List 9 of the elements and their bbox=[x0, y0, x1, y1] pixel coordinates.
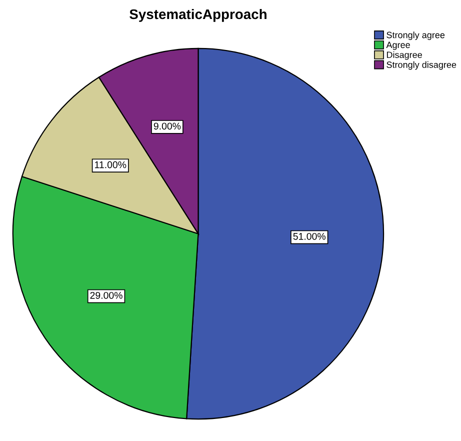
data-label: 9.00% bbox=[154, 122, 181, 130]
data-label: 11.00% bbox=[94, 161, 126, 168]
data-label: 51.00% bbox=[293, 232, 326, 240]
legend-label: Strongly disagree bbox=[386, 61, 456, 70]
data-label: 29.00% bbox=[90, 292, 122, 299]
legend-label: Agree bbox=[386, 42, 410, 50]
chart-title: SystematicApproach bbox=[130, 8, 266, 22]
legend-label: Strongly agree bbox=[386, 32, 445, 40]
legend-label: Disagree bbox=[386, 51, 422, 60]
